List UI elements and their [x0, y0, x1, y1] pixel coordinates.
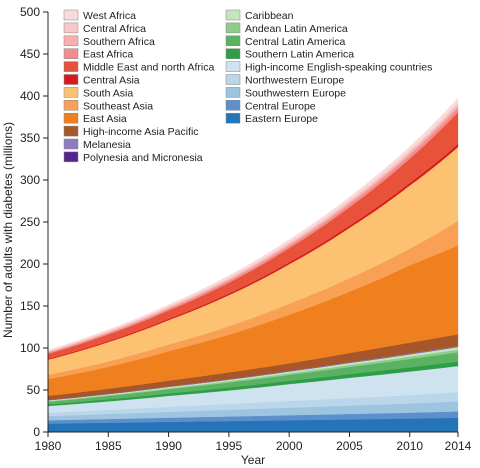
- legend-label-central-latin-america: Central Latin America: [245, 36, 346, 48]
- legend-swatch-melanesia: [63, 138, 79, 150]
- legend-label-polynesia-and-micronesia: Polynesia and Micronesia: [83, 152, 203, 164]
- legend-swatch-caribbean: [225, 9, 241, 21]
- legend-label-southeast-asia: Southeast Asia: [83, 100, 153, 112]
- legend-label-southern-latin-america: Southern Latin America: [245, 49, 354, 61]
- legend-label-central-europe: Central Europe: [245, 100, 316, 112]
- legend-label-andean-latin-america: Andean Latin America: [245, 23, 348, 35]
- legend-swatch-central-europe: [225, 100, 241, 111]
- y-tick-label: 150: [20, 299, 40, 313]
- legend-label-south-asia: South Asia: [83, 87, 133, 99]
- x-tick-label: 1980: [35, 439, 62, 453]
- y-tick-label: 200: [20, 257, 40, 271]
- legend-swatch-andean-latin-america: [225, 22, 241, 34]
- y-tick-label: 250: [20, 215, 40, 229]
- legend-label-middle-east-and-north-africa: Middle East and north Africa: [83, 62, 214, 74]
- y-axis-ticks: 0 50 100 150 200 250 300 350 400 450 500: [20, 5, 48, 439]
- legend-label-west-africa: West Africa: [83, 10, 136, 22]
- legend-swatch-west-africa: [63, 9, 79, 21]
- y-tick-label: 300: [20, 173, 40, 187]
- legend-swatch-south-asia: [63, 87, 79, 98]
- y-tick-label: 400: [20, 89, 40, 103]
- x-tick-label: 2014: [445, 439, 472, 453]
- legend-label-northwestern-europe: Northwestern Europe: [245, 75, 344, 87]
- legend-label-east-asia: East Asia: [83, 113, 127, 125]
- legend-swatch-central-latin-america: [225, 35, 241, 47]
- legend-label-central-asia: Central Asia: [83, 75, 140, 87]
- legend-label-eastern-europe: Eastern Europe: [245, 113, 318, 125]
- legend-swatch-high-income-english-speaking-countries: [225, 61, 241, 72]
- legend-label-east-africa: East Africa: [83, 49, 133, 61]
- legend-swatch-central-asia: [63, 74, 79, 85]
- x-tick-label: 2000: [276, 439, 303, 453]
- x-tick-label: 1985: [95, 439, 122, 453]
- y-tick-label: 450: [20, 47, 40, 61]
- y-axis-title: Number of adults with diabetes (millions…: [1, 122, 15, 338]
- area-series-group: [47, 97, 459, 433]
- legend-swatch-middle-east-and-north-africa: [63, 61, 79, 72]
- y-tick-label: 50: [27, 383, 41, 397]
- legend-swatch-southwestern-europe: [225, 87, 241, 98]
- legend-swatch-central-africa: [63, 22, 79, 34]
- legend-swatch-eastern-europe: [225, 112, 241, 124]
- x-axis-ticks: 1980 1985 1990 1995 2000 2005 2010 2014: [35, 432, 472, 453]
- legend-label-melanesia: Melanesia: [83, 139, 131, 151]
- legend-swatch-southern-africa: [63, 35, 79, 47]
- legend-swatch-polynesia-and-micronesia: [63, 151, 79, 163]
- legend-swatch-southeast-asia: [63, 100, 79, 111]
- x-tick-label: 1990: [155, 439, 182, 453]
- legend-label-central-africa: Central Africa: [83, 23, 146, 35]
- legend-label-southwestern-europe: Southwestern Europe: [245, 87, 346, 99]
- legend-label-caribbean: Caribbean: [245, 10, 294, 22]
- legend-swatch-high-income-asia-pacific: [63, 125, 79, 137]
- legend-swatch-southern-latin-america: [225, 48, 241, 59]
- legend-swatch-east-asia: [63, 112, 79, 124]
- legend-label-high-income-english-speaking-countries: High-income English-speaking countries: [245, 62, 432, 74]
- area-west-africa: [47, 97, 459, 352]
- y-tick-label: 350: [20, 131, 40, 145]
- y-tick-label: 0: [33, 425, 40, 439]
- legend-label-southern-africa: Southern Africa: [83, 36, 155, 48]
- x-tick-label: 2005: [336, 439, 363, 453]
- y-tick-label: 500: [20, 5, 40, 19]
- legend-swatch-east-africa: [63, 48, 79, 59]
- x-tick-label: 1995: [216, 439, 243, 453]
- legend-swatch-northwestern-europe: [225, 74, 241, 85]
- legend-label-high-income-asia-pacific: High-income Asia Pacific: [83, 126, 199, 138]
- x-axis-title: Year: [241, 453, 265, 467]
- y-tick-label: 100: [20, 341, 40, 355]
- x-tick-label: 2010: [396, 439, 423, 453]
